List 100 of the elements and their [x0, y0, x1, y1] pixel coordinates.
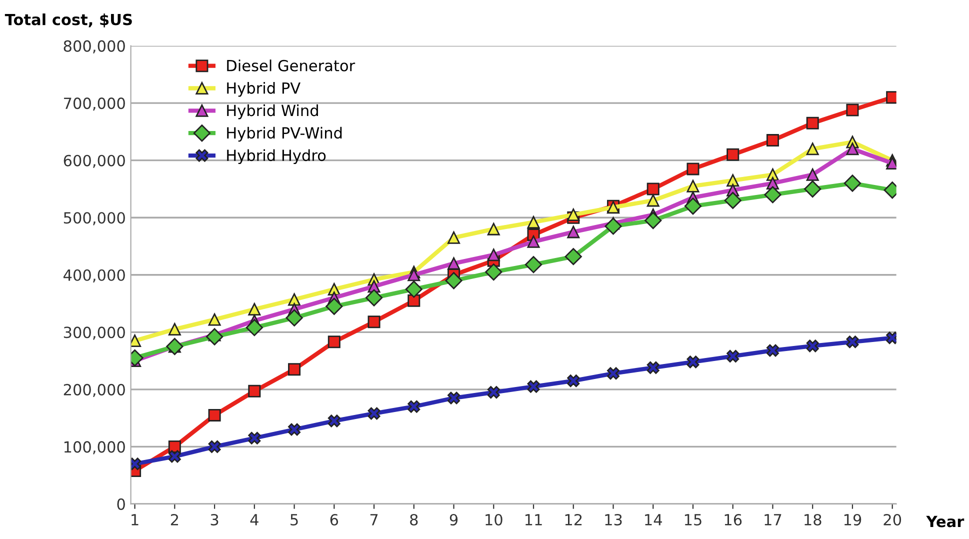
point — [448, 392, 460, 404]
x-tick-label: 8 — [410, 514, 418, 526]
y-tick-label: 0 — [117, 498, 125, 510]
point — [646, 361, 660, 374]
point — [448, 231, 460, 244]
point — [567, 208, 580, 222]
x-tick-label: 1 — [132, 514, 138, 526]
point — [804, 180, 822, 198]
point — [567, 226, 580, 238]
point — [646, 182, 660, 196]
point — [487, 248, 500, 262]
point — [246, 319, 263, 336]
point — [726, 148, 740, 161]
point — [365, 289, 383, 306]
point — [726, 174, 740, 187]
legend-label: Hybrid Hydro — [227, 149, 326, 164]
x-tick-label: 11 — [525, 514, 542, 526]
point — [567, 374, 580, 388]
point — [288, 293, 301, 306]
point — [726, 350, 740, 362]
point — [408, 268, 420, 282]
point — [328, 414, 340, 428]
x-tick-label: 7 — [370, 514, 378, 526]
x-tick-label: 4 — [250, 514, 258, 526]
x-tick-label: 16 — [724, 514, 742, 526]
y-axis-title: Total cost, $US — [4, 13, 132, 28]
x-tick-label: 9 — [450, 514, 458, 526]
x-tick-label: 2 — [170, 514, 178, 526]
y-tick-label: 100,000 — [64, 441, 125, 454]
y-tick-label: 200,000 — [64, 384, 125, 398]
point — [806, 168, 819, 181]
point — [524, 256, 542, 274]
point — [724, 192, 742, 209]
y-tick-label: 600,000 — [64, 154, 125, 168]
x-tick-label: 18 — [804, 514, 822, 526]
y-tick-label: 400,000 — [64, 269, 125, 282]
x-tick-label: 10 — [486, 514, 502, 526]
point — [368, 407, 380, 420]
x-tick-label: 12 — [565, 514, 582, 526]
point — [288, 363, 301, 376]
point — [684, 198, 702, 215]
x-tick-label: 5 — [290, 514, 298, 526]
point — [206, 328, 224, 346]
point — [806, 340, 819, 352]
point — [408, 294, 420, 307]
point — [208, 408, 221, 422]
legend-label: Hybrid PV — [227, 82, 300, 97]
point — [846, 142, 859, 156]
point — [408, 400, 420, 413]
y-tick-label: 800,000 — [64, 40, 125, 54]
x-tick-label: 15 — [684, 514, 702, 526]
point — [485, 263, 502, 281]
x-tick-label: 20 — [884, 514, 902, 526]
legend-label: Diesel Generator — [227, 60, 356, 72]
legend-label: Hybrid Wind — [227, 104, 318, 120]
point — [604, 218, 622, 235]
point — [686, 356, 700, 368]
y-tick-label: 300,000 — [64, 326, 125, 340]
point — [166, 338, 184, 356]
point — [527, 380, 540, 393]
point — [208, 313, 221, 326]
point — [168, 323, 181, 336]
point — [405, 280, 422, 298]
point — [764, 186, 782, 204]
x-tick-label: 3 — [210, 514, 218, 526]
point — [286, 309, 303, 326]
x-tick-label: 17 — [764, 514, 782, 526]
point — [806, 142, 819, 156]
point — [208, 440, 221, 453]
x-axis-title: Year — [926, 516, 964, 528]
point — [844, 174, 862, 192]
point — [168, 450, 181, 463]
point — [448, 257, 460, 270]
point — [326, 298, 343, 315]
point — [606, 367, 620, 380]
point — [806, 116, 819, 130]
point — [368, 316, 380, 328]
point — [248, 432, 261, 444]
point — [564, 248, 582, 266]
point — [646, 194, 660, 207]
point — [766, 344, 779, 357]
point — [766, 134, 779, 147]
legend-label: Hybrid PV-Wind — [227, 126, 342, 142]
y-tick-label: 500,000 — [64, 212, 125, 226]
point — [445, 272, 462, 290]
point — [846, 336, 859, 348]
point — [487, 222, 500, 236]
point — [527, 235, 540, 248]
point — [487, 386, 500, 399]
point — [686, 180, 700, 192]
point — [248, 303, 261, 316]
point — [686, 162, 700, 176]
y-tick-label: 700,000 — [64, 98, 125, 111]
point — [846, 104, 859, 116]
point — [644, 212, 662, 230]
point — [248, 384, 261, 398]
point — [328, 336, 340, 348]
x-tick-label: 6 — [330, 514, 338, 526]
x-tick-label: 13 — [605, 514, 622, 526]
point — [288, 423, 301, 436]
